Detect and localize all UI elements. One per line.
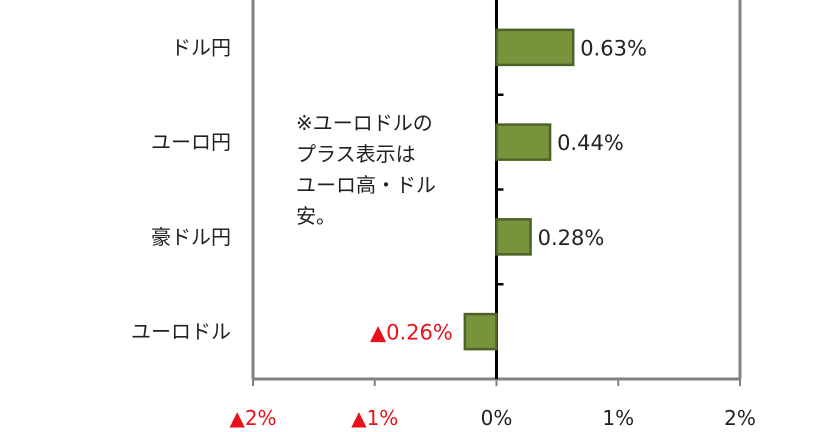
bar: [495, 28, 575, 67]
value-label: ▲0.26%: [370, 321, 453, 345]
x-tick-label: ▲2%: [229, 406, 276, 430]
category-label: 豪ドル円: [151, 225, 231, 249]
bar: [495, 218, 532, 256]
category-label: ユーロ円: [151, 130, 231, 154]
category-label: ドル円: [171, 35, 231, 59]
x-tick-label: 0%: [481, 406, 513, 430]
value-label: 0.63%: [580, 36, 647, 60]
chart-annotation: ※ユーロドルの プラス表示は ユーロ高・ドル 安。: [296, 111, 436, 228]
bar: [463, 312, 498, 351]
x-tick-label: 1%: [602, 406, 634, 430]
bar: [495, 123, 552, 161]
value-label: 0.28%: [538, 226, 605, 250]
x-tick-label: ▲1%: [351, 406, 398, 430]
x-tick-label: 2%: [724, 406, 756, 430]
category-label: ユーロドル: [131, 320, 231, 344]
value-label: 0.44%: [557, 131, 624, 155]
